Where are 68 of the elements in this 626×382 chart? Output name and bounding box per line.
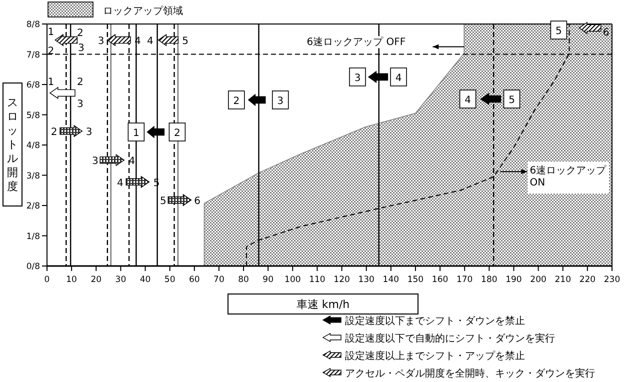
annotation: 4 [395,72,402,84]
y-tick-label: 5/8 [26,110,40,121]
annotation: 6速ロックアップ OFF [306,36,406,48]
x-tick-label: 80 [238,275,249,285]
annotation: 5 [160,196,166,208]
text: 設定速度以下までシフト・ダウンを禁止 [345,315,525,327]
annotation: 2 [76,28,84,39]
text: アクセル・ペダル開度を全開時、キック・ダウンを実行 [345,368,595,380]
y-tick-label: 0/8 [26,262,40,272]
y-tick-label: 7/8 [26,50,40,60]
annotation: 3 [86,127,92,138]
annotation: 2 [50,127,58,138]
y-tick-label: 1/8 [26,232,40,242]
x-tick-label: 230 [604,275,620,285]
x-tick-label: 130 [358,275,374,285]
annotation: 5 [556,26,562,38]
x-tick-label: 190 [506,275,522,285]
x-tick-label: 120 [334,275,350,285]
x-tick-label: 160 [432,275,448,285]
y-tick-label: 6/8 [26,80,40,90]
annotation: 3 [277,96,284,107]
x-tick-label: 50 [164,275,176,285]
x-tick-label: 20 [90,275,102,285]
annotation: 6速ロックアップ ON [530,164,608,189]
annotation: 3 [92,156,98,168]
x-tick-label: 140 [382,275,400,285]
y-tick-label: 4/8 [26,141,40,151]
annotation: 6 [194,196,201,208]
x-tick-label: 210 [554,275,571,285]
annotation: 3 [98,36,104,48]
y-tick-label: 3/8 [26,171,40,182]
annotation: 4 [128,156,136,168]
annotation: 3 [78,42,84,54]
annotation: 1 [48,26,54,38]
annotation: 2 [233,96,240,107]
x-tick-label: 180 [481,275,498,285]
x-tick-label: 200 [530,275,546,285]
annotation: 1 [48,76,54,88]
x-tick-label: 70 [214,275,224,285]
x-tick-label: 60 [188,275,200,285]
legend-label: ロックアップ領域 [103,5,183,17]
x-tick-label: 150 [407,275,424,285]
annotation: 2 [174,128,180,139]
annotation: 4 [464,95,471,106]
annotation: 4 [117,178,124,189]
x-tick-label: 10 [66,275,77,285]
x-tick-label: 220 [579,275,596,285]
x-tick-label: 30 [115,275,126,285]
x-tick-label: 40 [140,275,151,285]
annotation: 2 [48,46,54,58]
y-tick-label: 2/8 [26,202,40,212]
x-tick-label: 90 [262,275,274,285]
x-axis-title: 車速 km/h [296,298,350,311]
x-tick-label: 100 [284,275,301,285]
x-tick-label: 170 [456,275,473,285]
annotation: 1 [132,128,140,139]
y-axis-title: スロットル開度 [7,96,18,193]
text: 設定速度以下で自動的にシフト・ダウンを実行 [345,332,555,344]
annotation: 3 [354,72,361,84]
annotation: 4 [146,36,154,48]
y-tick-label: 8/8 [26,20,40,30]
annotation: 5 [182,36,188,48]
x-tick-label: 110 [309,275,326,285]
x-tick-label: 0 [44,275,50,285]
annotation: 3 [76,98,84,110]
annotation: 2 [76,76,84,88]
text: 設定速度以上までシフト・アップを禁止 [345,350,525,362]
annotation: 5 [508,95,515,106]
